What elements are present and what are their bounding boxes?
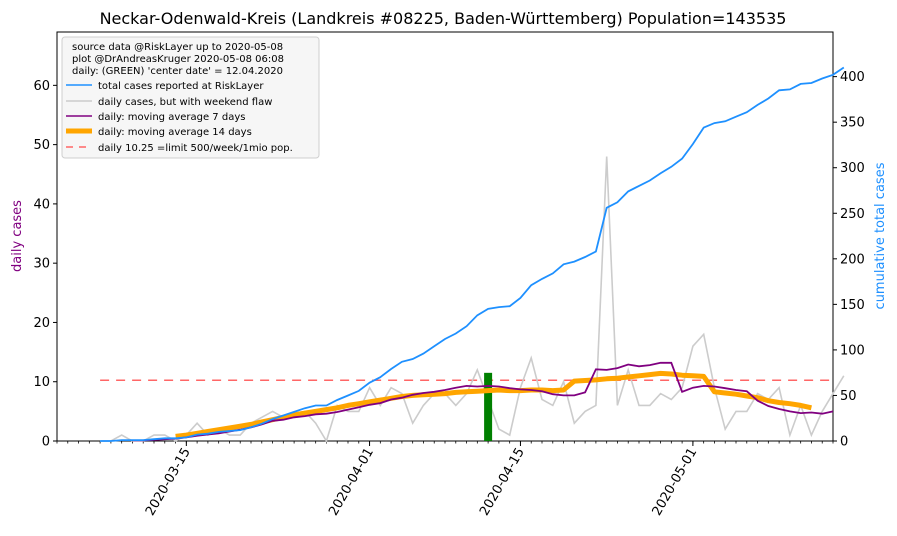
x-tick-label: 2020-05-01 (650, 446, 701, 519)
left-tick-label: 50 (33, 138, 50, 153)
right-tick-label: 100 (840, 343, 865, 358)
daily-cases-line (100, 156, 845, 443)
legend-total-label: total cases reported at RiskLayer (98, 81, 264, 92)
legend-header-line-3: daily: (GREEN) 'center date' = 12.04.202… (72, 66, 283, 77)
legend-header-line-1: source data @RiskLayer up to 2020-05-08 (72, 42, 283, 53)
center-date-bar (484, 372, 493, 441)
left-tick-label: 60 (33, 79, 50, 94)
right-tick-label: 400 (840, 70, 865, 85)
right-tick-label: 0 (840, 435, 848, 450)
right-axis: 0 50 100 150 200 250 300 350 400 (833, 70, 865, 450)
right-tick-label: 200 (840, 252, 865, 267)
left-tick-label: 40 (33, 197, 50, 212)
right-tick-label: 50 (840, 389, 857, 404)
x-axis: 2020-03-15 2020-04-01 2020-04-15 2020-05-01 (56, 441, 834, 519)
legend-limit-label: daily 10.25 =limit 500/week/1mio pop. (98, 143, 293, 154)
left-axis: 0 10 20 30 40 50 60 (33, 79, 57, 450)
left-tick-label: 20 (33, 316, 50, 331)
series-layer (100, 66, 845, 443)
x-tick-label: 2020-04-01 (326, 446, 377, 519)
right-tick-label: 250 (840, 207, 865, 222)
right-tick-label: 150 (840, 298, 865, 313)
legend: source data @RiskLayer up to 2020-05-08 … (61, 36, 320, 159)
left-tick-label: 0 (42, 435, 50, 450)
x-tick-label: 2020-03-15 (143, 446, 194, 519)
legend-daily-label: daily cases, but with weekend flaw (98, 97, 272, 108)
legend-ma7-label: daily: moving average 7 days (98, 112, 245, 123)
right-tick-label: 350 (840, 116, 865, 131)
right-tick-label: 300 (840, 161, 865, 176)
legend-box (61, 36, 320, 159)
chart-title: Neckar-Odenwald-Kreis (Landkreis #08225,… (100, 9, 787, 28)
right-axis-label: cumulative total cases (873, 162, 888, 309)
left-tick-label: 30 (33, 257, 50, 272)
ma14-line (175, 370, 812, 439)
legend-ma14-label: daily: moving average 14 days (98, 127, 252, 138)
left-axis-label: daily cases (10, 200, 25, 272)
left-tick-label: 10 (33, 375, 50, 390)
total-cases-line (100, 66, 845, 442)
legend-header-line-2: plot @DrAndreasKruger 2020-05-08 06:08 (72, 54, 284, 65)
x-tick-label: 2020-04-15 (477, 446, 528, 519)
